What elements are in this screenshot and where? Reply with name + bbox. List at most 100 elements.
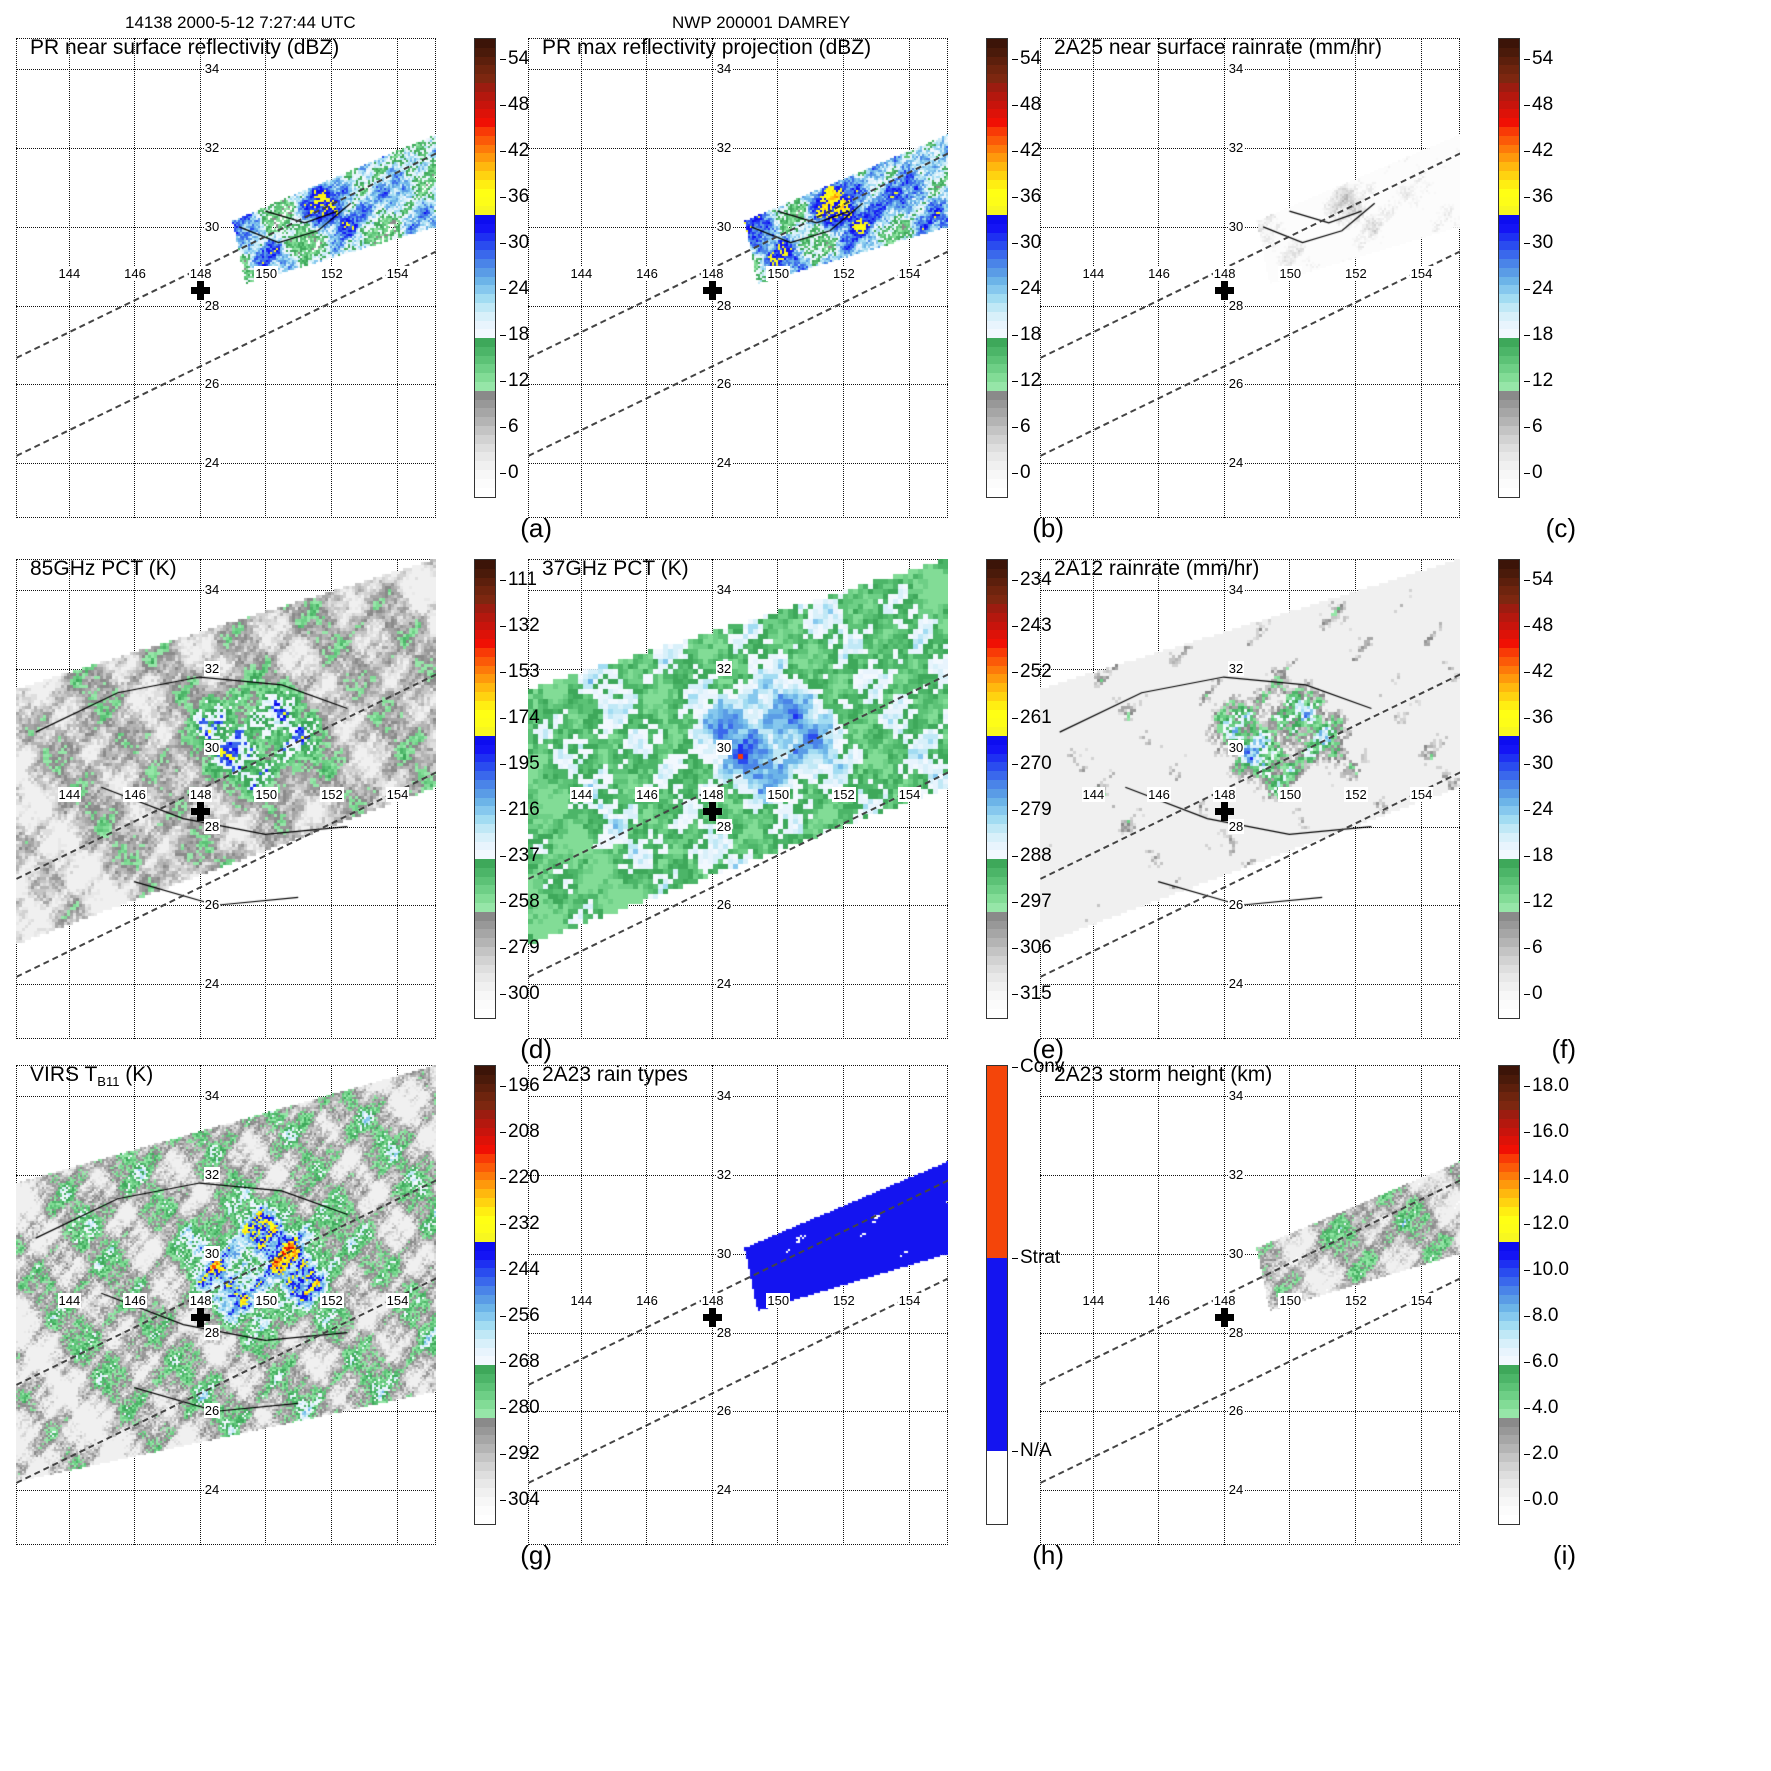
lat-tick-label-32: 32: [1227, 1167, 1245, 1183]
colorbar-tick-label-d-1: 132: [508, 615, 540, 636]
colorbar-ticks-i: 18.0 16.0 14.0 12.0 10.0 8.0 6.0 4.0 2.0 0.0: [1524, 1065, 1614, 1525]
colorbar-segment-b-39: [987, 382, 1007, 391]
colorbar-segment-g-46: [475, 1470, 495, 1480]
colorbar-segment-g-29: [475, 1321, 495, 1330]
lon-tick-label-144: 144: [57, 1292, 82, 1308]
lon-tick-label-146: 146: [123, 786, 147, 802]
colorbar-tick-label-d-2: 153: [508, 661, 540, 682]
colorbar-segment-a-12: [475, 144, 495, 154]
colorbar-h: [986, 1065, 1008, 1525]
colorbar-segment-f-10: [1499, 647, 1519, 657]
colorbar-segment-g-10: [475, 1153, 495, 1163]
colorbar-tick-mark-f-6: [1524, 856, 1530, 857]
colorbar-segment-e-18: [987, 718, 1007, 728]
colorbar-tick-label-b-9: 0: [1020, 462, 1031, 483]
lon-tick-label-146: 146: [1147, 265, 1171, 281]
colorbar-segment-f-46: [1499, 964, 1519, 974]
colorbar-tick-label-g-4: 244: [508, 1259, 540, 1280]
lat-tick-label-30: 30: [715, 739, 733, 755]
colorbar-tick-label-g-7: 280: [508, 1397, 540, 1418]
colorbar-segment-a-10: [475, 126, 495, 136]
colorbar-tick-label-c-8: 6: [1532, 416, 1543, 437]
colorbar-segment-d-12: [475, 665, 495, 675]
colorbar-segment-e-6: [987, 612, 1007, 622]
colorbar-segment-i-32: [1499, 1347, 1519, 1357]
colorbar-segment-f-21: [1499, 744, 1519, 754]
colorbar-segment-b-1: [987, 47, 1007, 57]
colorbar-segment-i-19: [1499, 1233, 1519, 1242]
storm-center-marker: [702, 280, 722, 300]
lon-tick-label-150: 150: [254, 786, 279, 802]
lon-tick-label-154: 154: [385, 786, 410, 802]
colorbar-tick-label-i-5: 8.0: [1532, 1305, 1559, 1326]
colorbar-tick-label-a-1: 48: [508, 94, 530, 115]
colorbar-segment-b-22: [987, 232, 1007, 242]
colorbar-segment-c-33: [1499, 329, 1519, 339]
swath-image-d: [16, 559, 436, 1039]
lon-tick-label-152: 152: [832, 786, 856, 802]
colorbar-segment-g-45: [475, 1461, 495, 1471]
colorbar-tick-label-b-5: 24: [1020, 278, 1042, 299]
colorbar-tick-label-b-3: 36: [1020, 186, 1042, 207]
colorbar-ticks-a: 54 48 42 36 30 24 18 12 6 0: [500, 38, 590, 498]
colorbar-tick-mark-e-0: [1012, 580, 1018, 581]
colorbar-segment-d-27: [475, 797, 495, 807]
colorbar-segment-f-37: [1499, 885, 1519, 895]
colorbar-segment-f-7: [1499, 621, 1519, 631]
colorbar-tick-mark-f-2: [1524, 672, 1530, 673]
lat-tick-label-30: 30: [203, 1245, 221, 1261]
colorbar-segment-b-42: [987, 408, 1007, 418]
lat-tick-label-24: 24: [1227, 975, 1245, 991]
colorbar-tick-mark-b-9: [1012, 473, 1018, 474]
colorbar-segment-d-23: [475, 762, 495, 772]
colorbar-segment-a-16: [475, 179, 495, 189]
colorbar-segment-g-5: [475, 1109, 495, 1119]
colorbar-segment-f-20: [1499, 735, 1519, 745]
colorbar-tick-label-e-7: 297: [1020, 891, 1052, 912]
colorbar-ticks-c: 54 48 42 36 30 24 18 12 6 0: [1524, 38, 1614, 498]
lat-tick-label-26: 26: [203, 1403, 221, 1419]
colorbar-segment-d-42: [475, 929, 495, 939]
panel-g: 144 146 148 150 152 154 34 32 30 28 26 24 VIRS TB11 …: [8, 1057, 568, 1577]
colorbar-segment-b-46: [987, 443, 1007, 453]
colorbar-segment-b-9: [987, 118, 1007, 127]
swath-image-h: [528, 1065, 948, 1545]
colorbar-segment-g-34: [475, 1365, 495, 1374]
lon-tick-label-144: 144: [57, 786, 82, 802]
colorbar-tick-mark-d-0: [500, 580, 506, 581]
colorbar-segment-c-22: [1499, 232, 1519, 242]
colorbar-f: [1498, 559, 1520, 1019]
colorbar-segment-g-41: [475, 1426, 495, 1436]
colorbar-segment-f-2: [1499, 577, 1519, 587]
colorbar-segment-g-8: [475, 1136, 495, 1146]
panel-letter-b: (b): [1032, 513, 1064, 543]
lon-tick-label-152: 152: [320, 786, 344, 802]
colorbar-segment-c-35: [1499, 346, 1519, 356]
colorbar-segment-e-4: [987, 595, 1007, 604]
colorbar-segment-e-22: [987, 753, 1007, 763]
colorbar-segment-a-2: [475, 56, 495, 66]
colorbar-ticks-d: 111 132 153 174 195 216 237 258 279 300: [500, 559, 590, 1019]
colorbar-segment-b-44: [987, 426, 1007, 435]
colorbar-segment-b-7: [987, 100, 1007, 110]
colorbar-tick-label-b-6: 18: [1020, 324, 1042, 345]
colorbar-segment-e-0: [987, 560, 1007, 569]
colorbar-tick-label-d-0: 111: [508, 569, 537, 590]
lat-tick-label-30: 30: [203, 218, 221, 234]
colorbar-segment-c-36: [1499, 355, 1519, 365]
colorbar-segment-c-12: [1499, 144, 1519, 154]
panel-title-d: 85GHz PCT (K): [30, 557, 177, 580]
colorbar-segment-b-25: [987, 258, 1007, 268]
colorbar-segment-g-3: [475, 1092, 495, 1102]
colorbar-tick-mark-c-8: [1524, 427, 1530, 428]
panel-letter-h: (h): [1032, 1540, 1064, 1570]
colorbar-tick-mark-c-7: [1524, 381, 1530, 382]
colorbar-tick-mark-g-0: [500, 1086, 506, 1087]
lat-tick-label-34: 34: [1227, 1088, 1245, 1104]
colorbar-segment-b-37: [987, 364, 1007, 374]
colorbar-tick-mark-e-6: [1012, 856, 1018, 857]
colorbar-tick-mark-g-3: [500, 1224, 506, 1225]
colorbar-segment-f-45: [1499, 955, 1519, 965]
colorbar-tick-mark-c-6: [1524, 335, 1530, 336]
